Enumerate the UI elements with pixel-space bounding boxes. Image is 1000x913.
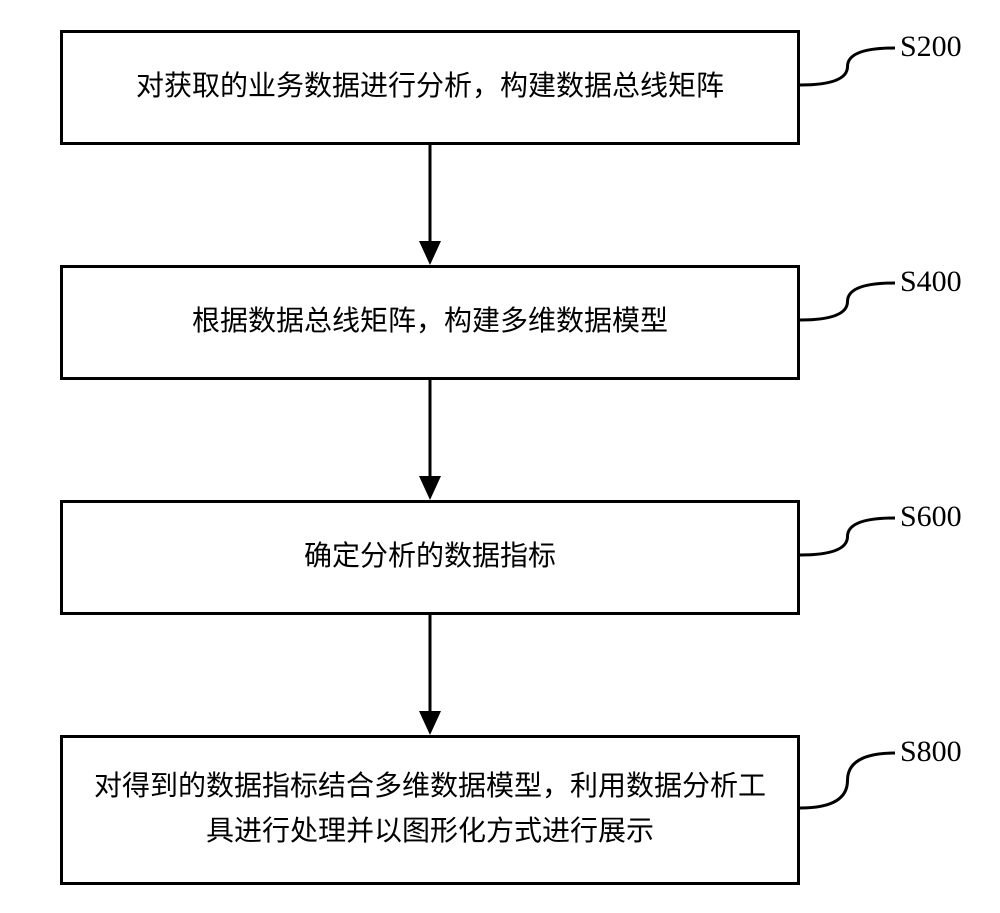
flowchart-canvas: 对获取的业务数据进行分析，构建数据总线矩阵 根据数据总线矩阵，构建多维数据模型 … (0, 0, 1000, 913)
connectors-svg (0, 0, 1000, 913)
label-connectors (800, 48, 895, 808)
flow-arrows (419, 145, 441, 735)
